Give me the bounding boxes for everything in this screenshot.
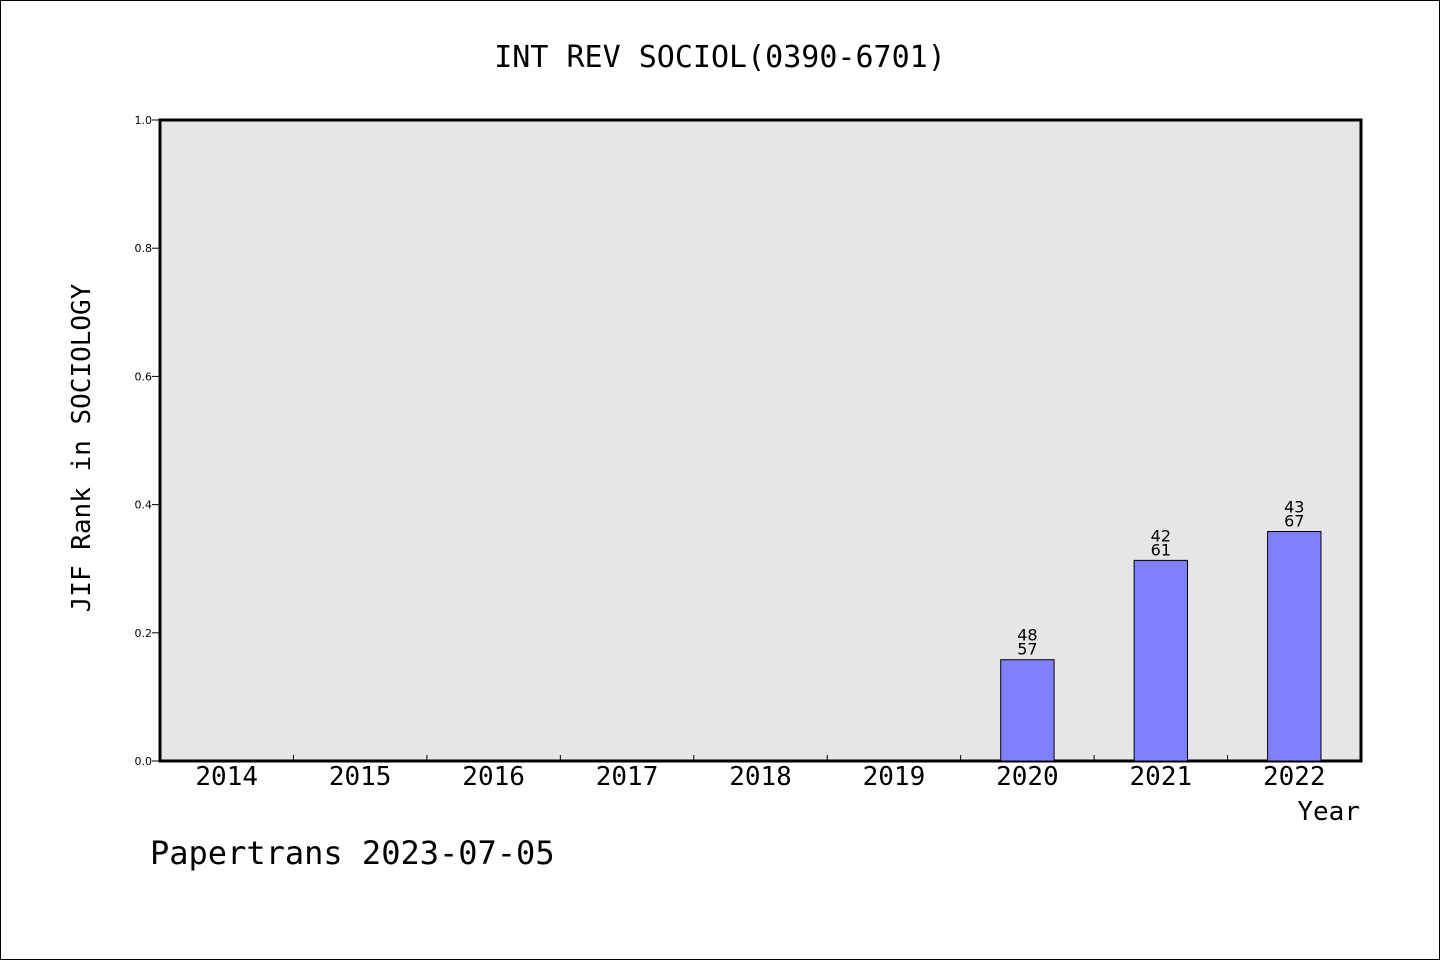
x-tick-label: 2015 [329, 762, 392, 792]
chart-title: INT REV SOCIOL(0390-6701) [494, 40, 946, 75]
y-tick-label: 0.8 [135, 242, 153, 255]
y-tick-label: 1.0 [135, 114, 153, 127]
x-tick-label: 2021 [1130, 762, 1193, 792]
footer-text: Papertrans 2023-07-05 [150, 834, 555, 872]
x-tick-label: 2014 [195, 762, 258, 792]
bar-label-rank: 43 [1284, 498, 1304, 517]
x-tick-label: 2022 [1263, 762, 1326, 792]
bar-label-total: 67 [1284, 512, 1304, 531]
x-tick-label: 2020 [996, 762, 1059, 792]
bar-label-rank: 42 [1151, 526, 1171, 545]
y-axis-label: JIF Rank in SOCIOLOGY [67, 283, 97, 612]
bar-label-total: 57 [1017, 640, 1037, 659]
bar-2020 [1000, 659, 1055, 762]
y-tick-label: 0.0 [135, 755, 153, 768]
y-tick-label: 0.2 [135, 627, 153, 640]
y-tick-label: 0.6 [135, 370, 153, 383]
x-tick-label: 2016 [462, 762, 525, 792]
y-tick-label: 0.4 [135, 499, 153, 512]
bar-2022 [1267, 531, 1322, 762]
x-axis-label: Year [1297, 797, 1360, 827]
x-tick-label: 2018 [729, 762, 792, 792]
bar-2021 [1133, 559, 1189, 762]
x-tick-label: 2017 [596, 762, 659, 792]
bar-label-rank: 48 [1017, 626, 1037, 645]
bar-label-total: 61 [1151, 540, 1171, 559]
x-tick-label: 2019 [863, 762, 926, 792]
